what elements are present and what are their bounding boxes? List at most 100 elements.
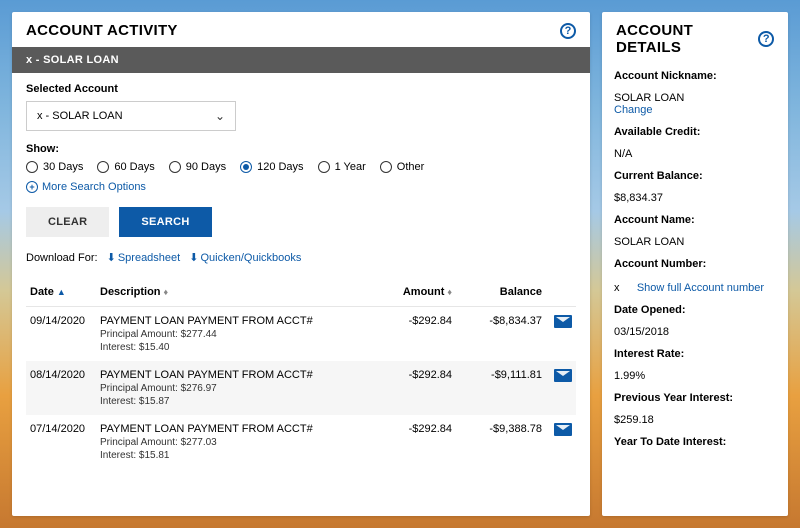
account-activity-panel: ACCOUNT ACTIVITY ? x - SOLAR LOAN Select… — [12, 12, 590, 516]
details-header: ACCOUNT DETAILS ? — [602, 12, 788, 64]
account-bar: x - SOLAR LOAN — [12, 47, 590, 73]
cell-balance: -$8,834.37 — [456, 307, 546, 362]
cell-action — [546, 415, 576, 469]
prev-year-interest-label: Previous Year Interest: — [614, 392, 776, 404]
sort-asc-icon: ▲ — [57, 287, 66, 297]
interest-line: Interest: $15.40 — [100, 342, 372, 353]
download-quicken-link[interactable]: ⬇Quicken/Quickbooks — [189, 252, 301, 264]
download-row: Download For: ⬇Spreadsheet ⬇Quicken/Quic… — [26, 251, 576, 264]
account-details-panel: ACCOUNT DETAILS ? Account Nickname: SOLA… — [602, 12, 788, 516]
prev-year-interest-value: $259.18 — [614, 414, 776, 426]
radio-icon — [240, 161, 252, 173]
interest-line: Interest: $15.81 — [100, 450, 372, 461]
cell-amount: -$292.84 — [376, 361, 456, 415]
available-credit-value: N/A — [614, 148, 776, 160]
range-radios: 30 Days 60 Days 90 Days 120 Days 1 Year Other — [26, 161, 576, 173]
account-select-value: x - SOLAR LOAN — [37, 110, 123, 122]
account-name-value: SOLAR LOAN — [614, 236, 776, 248]
range-radio-120-days[interactable]: 120 Days — [240, 161, 303, 173]
download-spreadsheet-link[interactable]: ⬇Spreadsheet — [107, 252, 181, 264]
action-buttons: CLEAR SEARCH — [26, 207, 576, 237]
table-row: 07/14/2020PAYMENT LOAN PAYMENT FROM ACCT… — [26, 415, 576, 469]
interest-rate-value: 1.99% — [614, 370, 776, 382]
range-radio-other[interactable]: Other — [380, 161, 425, 173]
download-icon: ⬇ — [189, 251, 198, 264]
date-opened-value: 03/15/2018 — [614, 326, 776, 338]
more-search-label: More Search Options — [42, 181, 146, 193]
principal-line: Principal Amount: $277.44 — [100, 329, 372, 340]
cell-description: PAYMENT LOAN PAYMENT FROM ACCT#Principal… — [96, 361, 376, 415]
ytd-interest-label: Year To Date Interest: — [614, 436, 776, 448]
current-balance-value: $8,834.37 — [614, 192, 776, 204]
clear-button[interactable]: CLEAR — [26, 207, 109, 237]
help-icon[interactable]: ? — [560, 23, 576, 39]
sort-icon: ♦ — [447, 287, 452, 297]
cell-description: PAYMENT LOAN PAYMENT FROM ACCT#Principal… — [96, 415, 376, 469]
activity-title: ACCOUNT ACTIVITY — [26, 22, 178, 39]
col-date[interactable]: Date▲ — [26, 278, 96, 307]
account-number-label: Account Number: — [614, 258, 776, 270]
mail-icon[interactable] — [554, 315, 572, 328]
range-radio-30-days[interactable]: 30 Days — [26, 161, 83, 173]
account-select[interactable]: x - SOLAR LOAN ⌄ — [26, 101, 236, 131]
col-description[interactable]: Description♦ — [96, 278, 376, 307]
col-action — [546, 278, 576, 307]
table-row: 09/14/2020PAYMENT LOAN PAYMENT FROM ACCT… — [26, 307, 576, 362]
radio-icon — [380, 161, 392, 173]
available-credit-label: Available Credit: — [614, 126, 776, 138]
cell-action — [546, 307, 576, 362]
current-balance-label: Current Balance: — [614, 170, 776, 182]
mail-icon[interactable] — [554, 369, 572, 382]
cell-date: 09/14/2020 — [26, 307, 96, 362]
nickname-value: SOLAR LOAN — [614, 92, 776, 104]
nickname-label: Account Nickname: — [614, 70, 776, 82]
cell-date: 08/14/2020 — [26, 361, 96, 415]
chevron-down-icon: ⌄ — [215, 109, 225, 123]
help-icon[interactable]: ? — [758, 31, 774, 47]
selected-account-label: Selected Account — [26, 83, 576, 95]
table-row: 08/14/2020PAYMENT LOAN PAYMENT FROM ACCT… — [26, 361, 576, 415]
col-amount[interactable]: Amount♦ — [376, 278, 456, 307]
radio-icon — [26, 161, 38, 173]
radio-icon — [169, 161, 181, 173]
radio-icon — [318, 161, 330, 173]
search-button[interactable]: SEARCH — [119, 207, 211, 237]
transactions-table: Date▲ Description♦ Amount♦ Balance 09/14… — [26, 278, 576, 469]
panel-header: ACCOUNT ACTIVITY ? — [12, 12, 590, 47]
activity-body: Selected Account x - SOLAR LOAN ⌄ Show: … — [12, 73, 590, 516]
download-icon: ⬇ — [107, 251, 116, 264]
cell-action — [546, 361, 576, 415]
range-radio-60-days[interactable]: 60 Days — [97, 161, 154, 173]
interest-rate-label: Interest Rate: — [614, 348, 776, 360]
sort-icon: ♦ — [164, 287, 169, 297]
cell-date: 07/14/2020 — [26, 415, 96, 469]
principal-line: Principal Amount: $276.97 — [100, 383, 372, 394]
range-label: 60 Days — [114, 161, 154, 173]
date-opened-label: Date Opened: — [614, 304, 776, 316]
change-nickname-link[interactable]: Change — [614, 104, 776, 116]
cell-amount: -$292.84 — [376, 307, 456, 362]
mail-icon[interactable] — [554, 423, 572, 436]
plus-circle-icon: + — [26, 181, 38, 193]
cell-description: PAYMENT LOAN PAYMENT FROM ACCT#Principal… — [96, 307, 376, 362]
radio-icon — [97, 161, 109, 173]
account-number-masked: x — [614, 282, 620, 294]
range-radio-1-year[interactable]: 1 Year — [318, 161, 366, 173]
interest-line: Interest: $15.87 — [100, 396, 372, 407]
details-body: Account Nickname: SOLAR LOAN Change Avai… — [602, 64, 788, 516]
account-name-label: Account Name: — [614, 214, 776, 226]
show-full-number-link[interactable]: Show full Account number — [637, 282, 764, 294]
range-label: Other — [397, 161, 425, 173]
col-balance[interactable]: Balance — [456, 278, 546, 307]
range-label: 90 Days — [186, 161, 226, 173]
cell-balance: -$9,388.78 — [456, 415, 546, 469]
range-label: 120 Days — [257, 161, 303, 173]
range-radio-90-days[interactable]: 90 Days — [169, 161, 226, 173]
range-label: 30 Days — [43, 161, 83, 173]
cell-amount: -$292.84 — [376, 415, 456, 469]
more-search-link[interactable]: + More Search Options — [26, 181, 576, 193]
cell-balance: -$9,111.81 — [456, 361, 546, 415]
download-label: Download For: — [26, 252, 98, 264]
principal-line: Principal Amount: $277.03 — [100, 437, 372, 448]
details-title: ACCOUNT DETAILS — [616, 22, 758, 56]
